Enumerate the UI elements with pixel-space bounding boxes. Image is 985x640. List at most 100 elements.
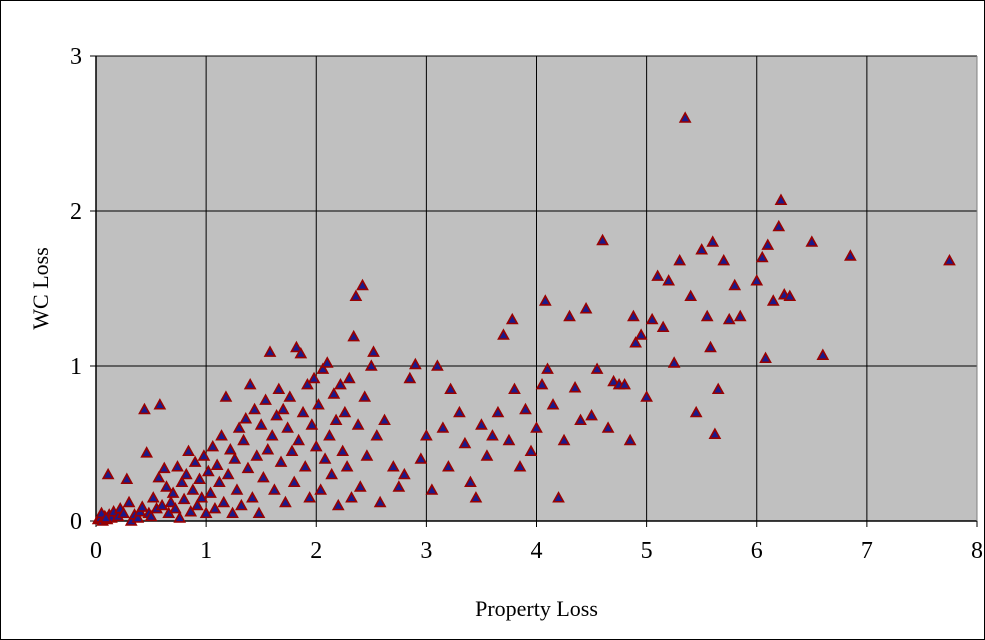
data-point: [314, 483, 328, 495]
data-point: [117, 506, 130, 519]
data-point: [212, 475, 226, 488]
data-point: [254, 418, 268, 430]
data-point: [201, 464, 215, 477]
data-point: [505, 312, 519, 325]
data-point: [508, 382, 521, 395]
data-point: [469, 491, 483, 503]
data-point: [331, 498, 345, 511]
data-point: [704, 340, 717, 353]
data-points: [91, 111, 956, 526]
data-point: [717, 253, 731, 266]
data-point: [208, 501, 222, 514]
data-point: [246, 491, 259, 503]
data-point: [678, 111, 692, 123]
data-point: [274, 455, 288, 467]
data-point: [733, 309, 747, 322]
data-point: [257, 470, 270, 483]
data-point: [138, 402, 151, 415]
data-point: [711, 382, 725, 395]
data-point: [204, 486, 217, 498]
data-point: [464, 475, 477, 488]
data-point: [722, 312, 736, 325]
data-point: [568, 381, 582, 393]
data-point: [160, 480, 173, 492]
data-point: [373, 495, 387, 508]
y-tick-label: 2: [70, 199, 82, 225]
data-point: [206, 439, 220, 452]
data-point: [843, 249, 857, 261]
data-point: [235, 498, 248, 511]
data-point: [210, 458, 224, 471]
data-point: [420, 429, 433, 441]
x-tick-label: 6: [751, 538, 763, 564]
data-point: [783, 289, 797, 302]
y-tick-label: 0: [70, 509, 82, 535]
data-point: [766, 294, 780, 306]
y-axis-title: WC Loss: [28, 247, 53, 330]
data-point: [640, 390, 653, 402]
data-point: [131, 511, 145, 523]
data-point: [166, 486, 180, 498]
data-point: [353, 480, 367, 492]
data-point: [772, 219, 786, 232]
data-point: [146, 491, 160, 503]
data-point: [436, 421, 450, 433]
gridlines: [96, 55, 978, 521]
data-point: [309, 439, 323, 452]
data-point: [276, 402, 290, 415]
data-point: [706, 235, 720, 247]
data-point: [673, 253, 687, 266]
data-point: [259, 393, 272, 405]
data-point: [173, 511, 187, 523]
data-point: [312, 398, 325, 410]
data-point: [367, 345, 380, 357]
data-point: [340, 460, 354, 472]
data-point: [342, 371, 356, 384]
data-point: [318, 452, 332, 464]
data-point: [425, 483, 439, 495]
data-point: [168, 501, 182, 514]
data-point: [268, 483, 281, 495]
data-point: [759, 351, 772, 364]
data-point: [230, 483, 244, 495]
data-point: [237, 433, 250, 446]
data-point: [122, 495, 136, 508]
data-point: [219, 390, 233, 402]
data-point: [596, 233, 609, 246]
data-point: [574, 413, 587, 426]
data-point: [634, 328, 648, 340]
data-point: [689, 405, 703, 418]
data-point: [153, 398, 167, 410]
data-point: [524, 444, 538, 457]
data-point: [215, 429, 228, 441]
y-tick-label: 1: [70, 354, 82, 380]
data-point: [186, 483, 200, 495]
data-point: [285, 444, 299, 457]
data-point: [99, 511, 113, 523]
data-point: [232, 421, 246, 433]
data-point: [356, 278, 369, 291]
data-point: [292, 433, 305, 446]
data-point: [386, 460, 400, 472]
data-point: [338, 405, 352, 418]
data-point: [217, 495, 231, 508]
x-tick-label: 7: [861, 538, 873, 564]
data-point: [294, 346, 308, 359]
data-point: [475, 418, 488, 430]
data-point: [590, 362, 604, 374]
data-point: [223, 443, 237, 455]
data-point: [199, 506, 213, 519]
data-point: [305, 418, 319, 430]
data-point: [480, 449, 494, 461]
data-point: [177, 492, 191, 505]
data-point: [667, 356, 681, 368]
data-point: [458, 436, 472, 449]
data-point: [298, 460, 312, 472]
data-point: [248, 402, 261, 415]
data-point: [538, 294, 552, 306]
data-point: [327, 387, 341, 399]
data-point: [700, 309, 714, 322]
data-point: [336, 444, 350, 457]
data-point: [728, 278, 742, 291]
data-point: [281, 421, 294, 433]
